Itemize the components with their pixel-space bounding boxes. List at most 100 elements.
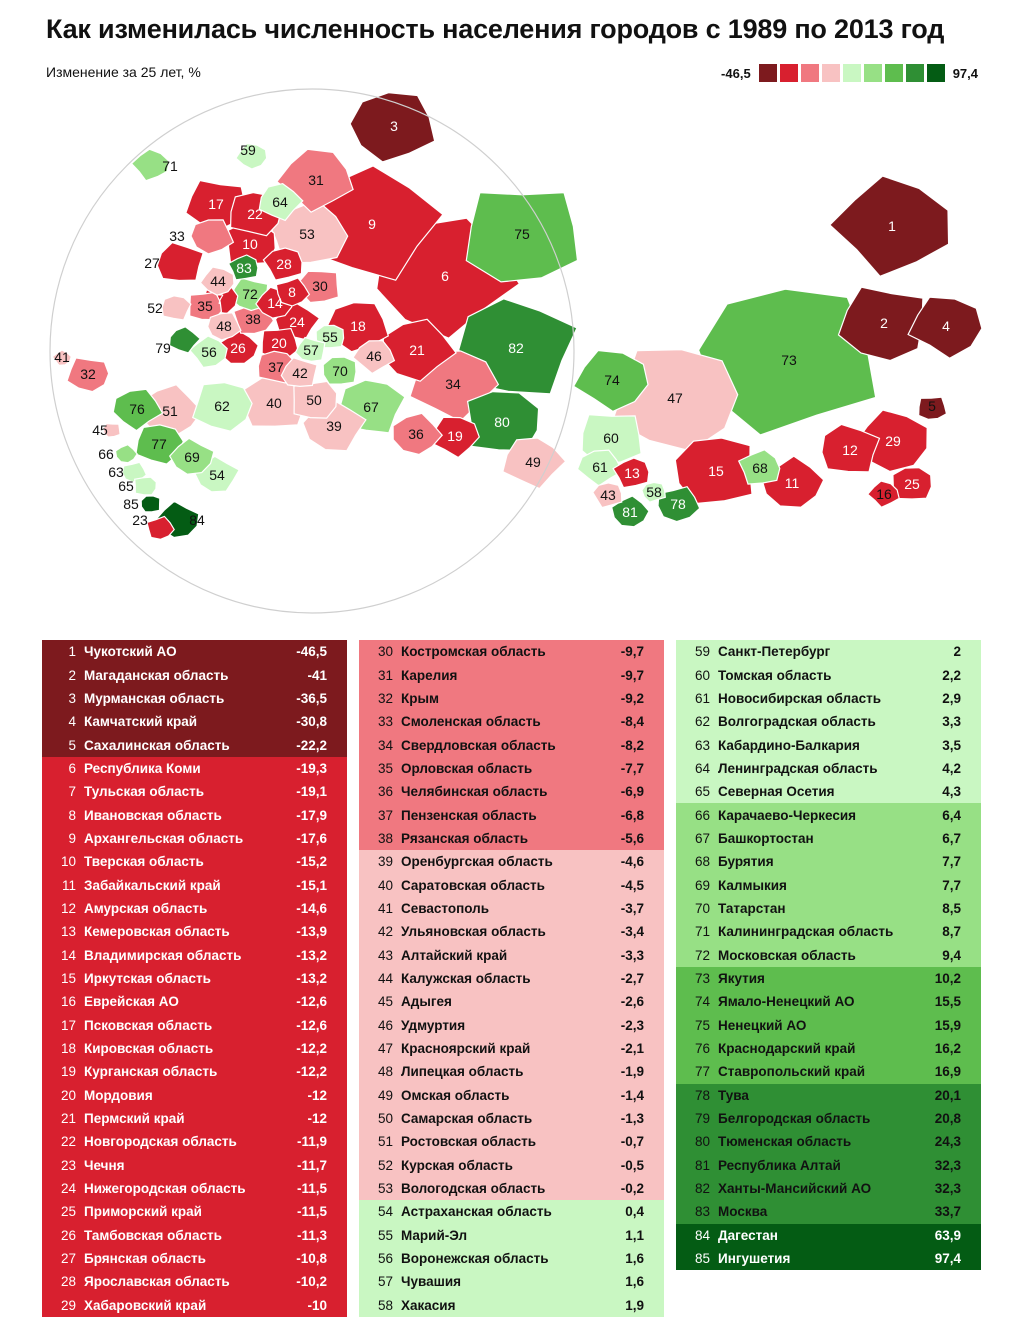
region-name: Томская область bbox=[718, 667, 832, 683]
region-label-52: 52 bbox=[147, 300, 163, 316]
region-value: 2,9 bbox=[942, 690, 961, 706]
table-row: 40 Саратовская область -4,5 bbox=[359, 873, 664, 897]
table-row: 15 Иркутская область -13,2 bbox=[42, 966, 347, 991]
region-number: 82 bbox=[694, 1181, 710, 1197]
region-label-64: 64 bbox=[272, 194, 288, 210]
legend-swatch-7 bbox=[884, 64, 903, 82]
table-row: 82 Ханты-Мансийский АО 32,3 bbox=[676, 1176, 981, 1201]
table-row: 44 Калужская область -2,7 bbox=[359, 966, 664, 991]
region-value: -10,8 bbox=[296, 1251, 327, 1267]
region-number: 8 bbox=[68, 807, 76, 823]
region-value: -36,5 bbox=[296, 690, 327, 706]
region-value: -7,7 bbox=[620, 760, 644, 776]
table-row: 24 Нижегородская область -11,5 bbox=[42, 1176, 347, 1201]
table-row: 18 Кировская область -12,2 bbox=[42, 1036, 347, 1061]
region-name: Алтайский край bbox=[401, 947, 508, 963]
region-label-72: 72 bbox=[242, 286, 258, 302]
region-name: Самарская область bbox=[401, 1111, 533, 1127]
region-value: 7,7 bbox=[942, 877, 961, 893]
region-value: -1,3 bbox=[620, 1111, 644, 1127]
region-label-14: 14 bbox=[267, 295, 283, 311]
region-number: 35 bbox=[377, 760, 393, 776]
region-number: 30 bbox=[377, 644, 393, 660]
region-number: 64 bbox=[694, 760, 710, 776]
region-number: 21 bbox=[60, 1111, 76, 1127]
region-number: 33 bbox=[377, 714, 393, 730]
region-value: -11,3 bbox=[296, 1227, 327, 1243]
region-label-47: 47 bbox=[667, 390, 683, 406]
region-label-11: 11 bbox=[785, 475, 800, 491]
region-value: 1,1 bbox=[625, 1227, 644, 1243]
map-subtitle: Изменение за 25 лет, % bbox=[46, 64, 201, 80]
region-name: Тверская область bbox=[84, 854, 204, 870]
region-name: Татарстан bbox=[718, 900, 786, 916]
table-row: 22 Новгородская область -11,9 bbox=[42, 1130, 347, 1154]
region-name: Магаданская область bbox=[84, 667, 229, 683]
table-row: 57 Чувашия 1,6 bbox=[359, 1270, 664, 1294]
region-number: 66 bbox=[694, 807, 710, 823]
region-name: Калмыкия bbox=[718, 877, 787, 893]
region-shape-61 bbox=[576, 449, 623, 487]
table-row: 29 Хабаровский край -10 bbox=[42, 1293, 347, 1317]
table-row: 16 Еврейская АО -12,6 bbox=[42, 990, 347, 1014]
table-row: 61 Новосибирская область 2,9 bbox=[676, 686, 981, 711]
region-number: 15 bbox=[60, 970, 76, 986]
region-number: 81 bbox=[694, 1157, 710, 1173]
region-label-31: 31 bbox=[308, 172, 324, 188]
table-row: 2 Магаданская область -41 bbox=[42, 663, 347, 687]
region-number: 60 bbox=[694, 667, 710, 683]
region-name: Пензенская область bbox=[401, 807, 537, 823]
region-number: 74 bbox=[694, 994, 710, 1010]
region-value: 4,2 bbox=[942, 760, 961, 776]
region-value: -12 bbox=[307, 1087, 327, 1103]
region-shape-8 bbox=[275, 277, 311, 307]
table-row: 43 Алтайский край -3,3 bbox=[359, 943, 664, 967]
region-name: Крым bbox=[401, 690, 440, 706]
table-row: 72 Московская область 9,4 bbox=[676, 943, 981, 967]
region-number: 9 bbox=[68, 830, 76, 846]
region-value: 16,2 bbox=[934, 1041, 961, 1057]
region-label-77: 77 bbox=[151, 436, 167, 452]
table-row: 14 Владимирская область -13,2 bbox=[42, 943, 347, 967]
table-row: 1 Чукотский АО -46,5 bbox=[42, 640, 347, 664]
region-value: -12,2 bbox=[296, 1064, 327, 1080]
region-number: 17 bbox=[60, 1017, 76, 1033]
table-row: 59 Санкт-Петербург 2 bbox=[676, 640, 981, 664]
region-number: 39 bbox=[377, 854, 393, 870]
region-number: 80 bbox=[694, 1134, 710, 1150]
table-row: 51 Ростовская область -0,7 bbox=[359, 1130, 664, 1154]
region-value: -3,7 bbox=[620, 900, 644, 916]
region-name: Чечня bbox=[84, 1157, 125, 1173]
region-name: Омская область bbox=[401, 1087, 510, 1103]
region-shape-66 bbox=[114, 444, 138, 464]
region-number: 7 bbox=[68, 784, 76, 800]
region-label-25: 25 bbox=[904, 476, 920, 492]
region-name: Ивановская область bbox=[84, 807, 222, 823]
region-shape-71 bbox=[130, 148, 170, 182]
table-row: 27 Брянская область -10,8 bbox=[42, 1246, 347, 1271]
region-value: -2,3 bbox=[620, 1017, 644, 1033]
region-value: -4,5 bbox=[620, 877, 644, 893]
region-shape-21 bbox=[381, 318, 457, 382]
region-value: 63,9 bbox=[934, 1227, 961, 1243]
region-name: Новгородская область bbox=[84, 1134, 237, 1150]
table-row: 50 Самарская область -1,3 bbox=[359, 1106, 664, 1131]
region-value: 6,4 bbox=[942, 807, 961, 823]
region-label-48: 48 bbox=[216, 318, 232, 334]
region-value: 2 bbox=[953, 644, 961, 660]
region-name: Смоленская область bbox=[401, 714, 541, 730]
region-label-67: 67 bbox=[363, 399, 379, 415]
region-value: 32,3 bbox=[934, 1181, 961, 1197]
region-number: 52 bbox=[377, 1157, 393, 1173]
region-number: 55 bbox=[377, 1227, 393, 1243]
region-name: Свердловская область bbox=[401, 737, 556, 753]
region-name: Ямало-Ненецкий АО bbox=[718, 994, 855, 1010]
region-number: 68 bbox=[694, 854, 710, 870]
region-label-80: 80 bbox=[494, 414, 510, 430]
region-number: 37 bbox=[377, 807, 393, 823]
region-name: Мурманская область bbox=[84, 690, 225, 706]
region-value: -15,1 bbox=[296, 877, 327, 893]
region-value: -9,2 bbox=[620, 690, 644, 706]
region-name: Карелия bbox=[401, 667, 458, 683]
